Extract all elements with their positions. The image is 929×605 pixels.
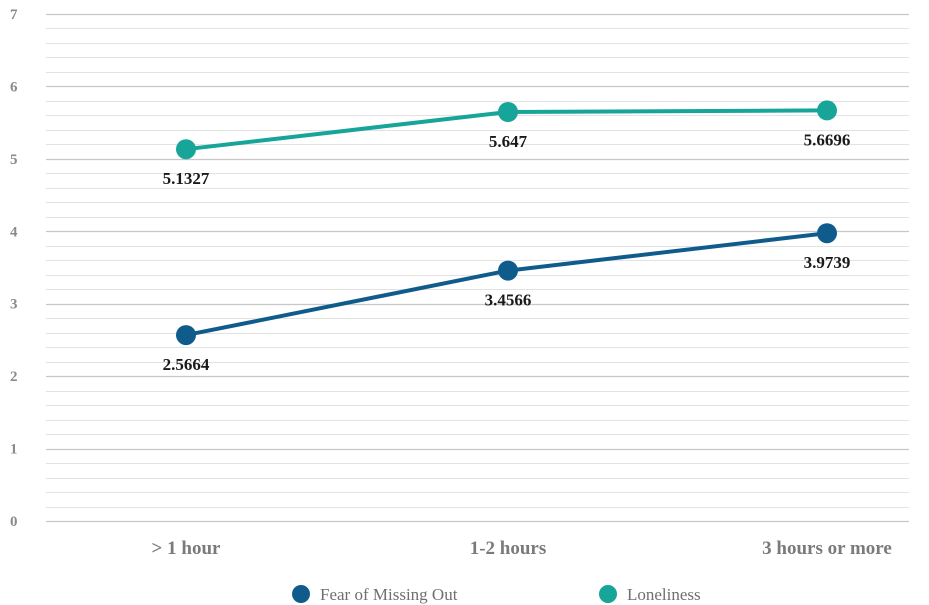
data-point: [817, 223, 837, 244]
data-point: [176, 325, 196, 346]
data-label: 2.5664: [163, 355, 210, 374]
data-point: [498, 102, 518, 122]
data-label: 5.6696: [804, 130, 851, 149]
y-tick-label: 0: [10, 514, 18, 530]
legend-item: Loneliness: [599, 585, 701, 604]
series-line: [184, 231, 829, 338]
data-point: [176, 139, 196, 160]
data-point: [817, 100, 837, 121]
legend-marker: [292, 585, 310, 603]
gridlines: [46, 13, 909, 523]
legend-marker: [599, 585, 617, 603]
y-axis-tick-labels: 0 1 2 3 4 5 6 7: [10, 7, 18, 530]
data-label: 5.1327: [163, 169, 210, 188]
data-point: [498, 260, 518, 281]
y-tick-label: 4: [10, 224, 18, 240]
y-tick-label: 5: [10, 152, 18, 168]
legend-item: Fear of Missing Out: [292, 585, 458, 604]
y-tick-label: 6: [10, 79, 18, 95]
y-tick-label: 2: [10, 369, 18, 385]
x-category-label: 1-2 hours: [470, 538, 547, 559]
data-label: 5.647: [489, 132, 528, 151]
legend-label: Fear of Missing Out: [320, 585, 458, 604]
data-label: 3.4566: [485, 291, 532, 310]
series-fear-of-missing-out: 2.5664 3.4566 3.9739: [163, 223, 851, 374]
x-axis-category-labels: > 1 hour 1-2 hours 3 hours or more: [152, 538, 892, 559]
data-label: 3.9739: [804, 253, 851, 272]
y-tick-label: 3: [10, 297, 18, 313]
x-category-label: 3 hours or more: [762, 538, 892, 559]
y-tick-label: 1: [10, 442, 18, 458]
legend-label: Loneliness: [627, 585, 701, 604]
series-group: 2.5664 3.4566 3.9739 5.1327 5.647 5.6696: [163, 100, 851, 374]
legend: Fear of Missing Out Loneliness: [292, 585, 701, 604]
series-loneliness: 5.1327 5.647 5.6696: [163, 100, 851, 188]
x-category-label: > 1 hour: [152, 538, 221, 559]
y-tick-label: 7: [10, 7, 18, 23]
